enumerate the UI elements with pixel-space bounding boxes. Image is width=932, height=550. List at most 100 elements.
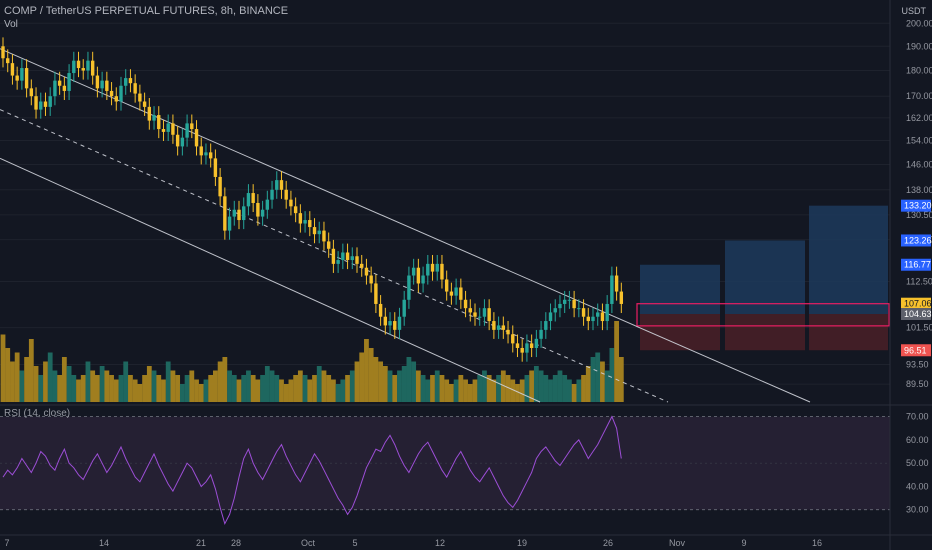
candle-body xyxy=(284,189,288,200)
time-tick-label: 19 xyxy=(517,538,527,548)
volume-bar xyxy=(496,375,501,402)
volume-bar xyxy=(510,379,516,402)
candle-body xyxy=(553,308,557,313)
candle-body xyxy=(586,316,590,322)
candle-body xyxy=(90,60,95,76)
volume-bar xyxy=(491,379,497,402)
volume-bar xyxy=(567,379,572,402)
entry-box xyxy=(636,303,890,327)
candle-body xyxy=(260,209,265,217)
volume-bar xyxy=(170,370,176,402)
time-tick-label: 12 xyxy=(435,538,445,548)
volume-bar xyxy=(279,379,284,402)
price-tick-label: 101.50 xyxy=(906,323,932,333)
volume-bar xyxy=(80,375,86,402)
volume-bar xyxy=(283,384,289,402)
candle-body xyxy=(393,321,397,330)
volume-bar xyxy=(387,370,393,402)
candle-body xyxy=(227,216,232,231)
volume-bar xyxy=(0,334,6,402)
candle-body xyxy=(444,279,449,292)
currency-label: USDT xyxy=(901,6,927,16)
candle-body xyxy=(185,123,189,138)
price-tag xyxy=(901,308,931,321)
volume-bar xyxy=(132,379,138,402)
volume-bar xyxy=(500,370,506,402)
candle-body xyxy=(416,267,421,284)
candle-body xyxy=(577,308,581,310)
volume-bar xyxy=(255,379,261,402)
volume-bar xyxy=(109,375,114,402)
volume-bar xyxy=(231,375,237,402)
candle-body xyxy=(142,101,147,107)
candle-body xyxy=(326,241,331,249)
candle-body xyxy=(558,303,562,309)
time-tick-label: 26 xyxy=(603,538,613,548)
candle-body xyxy=(175,134,180,147)
volume-bar xyxy=(57,375,63,402)
volume-bar xyxy=(378,361,383,402)
price-tag-label: 96.51 xyxy=(904,345,927,355)
candle-body xyxy=(454,287,458,296)
volume-bar xyxy=(85,361,91,402)
candle-body xyxy=(336,260,340,264)
volume-bar xyxy=(604,370,610,402)
channel-lower xyxy=(0,157,541,403)
candle-body xyxy=(289,199,293,207)
candle-body xyxy=(511,334,515,344)
volume-bar xyxy=(302,375,308,402)
candle-body xyxy=(76,60,81,69)
chart-title: COMP / TetherUS PERPETUAL FUTURES, 8h, B… xyxy=(4,5,289,17)
volume-bar xyxy=(529,370,535,402)
volume-bar xyxy=(406,357,412,402)
rsi-tick-label: 70.00 xyxy=(906,412,929,422)
candle-body xyxy=(124,78,128,86)
time-tick-label: 16 xyxy=(812,538,822,548)
volume-bar xyxy=(165,361,171,402)
price-tag-label: 133.20 xyxy=(904,201,932,211)
candle-body xyxy=(293,206,298,214)
volume-bar xyxy=(420,375,426,402)
volume-bar xyxy=(52,370,58,402)
stop-zone xyxy=(725,314,805,351)
volume-bar xyxy=(411,361,417,402)
candle-body xyxy=(506,329,510,335)
candle-body xyxy=(473,312,477,317)
volume-bar xyxy=(453,379,459,402)
volume-bar xyxy=(113,379,119,402)
candle-body xyxy=(237,209,241,221)
volume-bar xyxy=(340,379,346,402)
target-zone xyxy=(640,264,720,315)
price-tag-label: 104.63 xyxy=(904,309,932,319)
volume-bar xyxy=(354,361,360,402)
time-axis[interactable]: 7 14 21 28 Oct 5 12 19 26 Nov 9 16 xyxy=(0,534,932,548)
price-tick-label: 89.50 xyxy=(906,379,929,389)
time-tick-label: 14 xyxy=(99,538,109,548)
candle-body xyxy=(463,299,468,309)
candle-body xyxy=(614,275,619,292)
candle-body xyxy=(426,263,430,276)
volume-bar xyxy=(246,370,251,402)
candle-body xyxy=(520,347,524,353)
candle-body xyxy=(534,338,539,348)
candle-body xyxy=(487,308,491,322)
volume-bar xyxy=(434,370,440,402)
volume-bar xyxy=(600,361,605,402)
volume-bar xyxy=(142,375,147,402)
candle-body xyxy=(29,88,34,97)
rsi-tick-label: 60.00 xyxy=(906,435,929,445)
volume-bar xyxy=(47,352,53,402)
volume-bar xyxy=(373,357,379,402)
rsi-pane xyxy=(0,404,932,526)
price-tag-label: 107.06 xyxy=(904,299,932,309)
volume-bar xyxy=(614,321,619,402)
candle-body xyxy=(138,93,142,102)
candle-body xyxy=(10,63,15,76)
volume-bar xyxy=(288,379,294,402)
volume-bar xyxy=(467,384,473,402)
volume-bar xyxy=(463,379,468,402)
candle-body xyxy=(100,80,104,89)
candle-body xyxy=(24,68,29,89)
